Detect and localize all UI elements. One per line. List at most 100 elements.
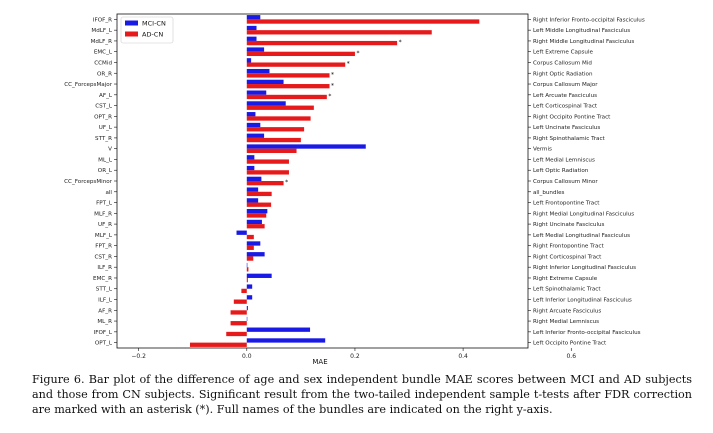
y-label-left: all <box>105 190 112 196</box>
bar-mci-cn-ccmid <box>246 58 252 63</box>
y-label-right: Right Corticospinal Tract <box>533 254 602 260</box>
bar-mci-cn-opt_l <box>246 338 326 343</box>
y-label-right: Vermis <box>533 147 552 153</box>
bar-mci-cn-mdlf_r <box>246 36 257 41</box>
x-axis-ticks: −0.2 0.0 0.2 0.4 0.6 <box>131 348 576 360</box>
y-label-right: Left Uncinate Fasciculus <box>533 125 600 131</box>
y-label-right: Right Arcuate Fasciculus <box>533 308 601 314</box>
bar-ad-cn-stt_r <box>246 137 301 143</box>
bar-mci-cn-emc_l <box>246 47 265 52</box>
y-label-right: Left Inferior Longitudinal Fasciculus <box>533 298 632 304</box>
bar-ad-cn-ilf_l <box>233 299 247 304</box>
y-label-left: MLF_R <box>94 211 112 217</box>
y-label-left: EMC_R <box>93 276 112 282</box>
significance-marker: * <box>347 61 350 68</box>
y-label-left: OPT_L <box>95 341 113 347</box>
significance-marker: * <box>285 179 288 186</box>
bar-ad-cn-ccmid <box>246 62 346 67</box>
legend-label: MCI-CN <box>142 20 166 28</box>
bar-mci-cn-af_l <box>246 90 267 95</box>
significance-marker: * <box>399 39 402 46</box>
x-tick-label: 0.2 <box>350 353 360 360</box>
y-label-left: ML_R <box>97 319 112 325</box>
y-label-left: MLF_L <box>95 233 113 239</box>
bar-ad-cn-or_r <box>246 73 330 78</box>
legend-label: AD-CN <box>142 31 163 39</box>
significance-marker: * <box>356 50 359 57</box>
y-label-left: ILF_L <box>98 298 113 304</box>
bar-mci-cn-uf_l <box>246 122 261 128</box>
bar-mci-cn-stt_l <box>246 284 253 289</box>
y-label-left: IFOF_L <box>94 330 113 336</box>
y-label-right: Left Optic Radiation <box>533 168 589 174</box>
y-label-right: Right Uncinate Fasciculus <box>533 222 605 228</box>
bar-ad-cn-stt_l <box>241 288 247 294</box>
y-label-right: Right Occipito Pontine Tract <box>533 114 611 120</box>
y-label-right: Left Extreme Capsule <box>533 50 594 56</box>
bar-ad-cn-or_l <box>246 170 289 175</box>
x-tick-label: 0.4 <box>458 353 468 360</box>
y-label-left: OR_R <box>97 71 112 77</box>
y-label-left: MdLF_R <box>91 39 113 45</box>
bar-ad-cn-v <box>246 148 297 153</box>
bar-ad-cn-emc_r <box>246 277 248 283</box>
bar-ad-cn-uf_l <box>246 127 305 132</box>
bar-mci-cn-fpt_r <box>246 241 261 246</box>
bar-mci-cn-fpt_l <box>246 198 259 203</box>
y-label-right: Right Medial Lemniscus <box>533 319 599 325</box>
bar-layer: ******* <box>190 15 480 347</box>
y-label-right: Right Optic Radiation <box>533 71 593 77</box>
y-axis-left-labels: IFOF_R MdLF_L MdLF_R EMC_L CCMid OR_R CC_Force… <box>64 17 117 347</box>
bar-ad-cn-cc_forcepsminor <box>246 181 284 186</box>
y-label-right: Right Extreme Capsule <box>533 276 598 282</box>
y-label-right: Left Medial Longitudinal Fasciculus <box>533 233 630 239</box>
legend-swatch <box>125 20 138 26</box>
bar-mci-cn-cc_forcepsminor <box>246 176 262 181</box>
significance-marker: * <box>331 82 334 89</box>
bar-mci-cn-ilf_l <box>246 295 253 300</box>
bar-mci-cn-mdlf_l <box>246 25 257 31</box>
bar-mci-cn-uf_r <box>246 219 262 225</box>
y-label-left: AF_R <box>98 308 112 314</box>
y-label-left: MdLF_L <box>91 28 113 34</box>
bar-ad-cn-mdlf_r <box>246 40 398 46</box>
y-label-right: Right Inferior Fronto-occipital Fascicul… <box>533 17 645 23</box>
y-label-right: all_bundles <box>533 190 565 196</box>
y-label-right: Left Medial Lemniscus <box>533 157 595 163</box>
bar-mci-cn-all <box>246 187 259 192</box>
bar-mci-cn-mlf_l <box>236 230 247 235</box>
bar-ad-cn-mlf_l <box>246 234 254 240</box>
bar-ad-cn-mlf_r <box>246 213 267 218</box>
bar-ad-cn-af_l <box>246 94 327 100</box>
bar-ad-cn-ifof_r <box>246 19 480 24</box>
bar-mci-cn-cst_r <box>246 252 265 257</box>
bar-ad-cn-all <box>246 191 272 197</box>
y-label-right: Right Medial Longitudinal Fasciculus <box>533 211 634 217</box>
y-label-left: CST_R <box>94 254 112 260</box>
y-label-right: Corpus Callosum Minor <box>533 179 598 185</box>
bar-ad-cn-fpt_l <box>246 202 272 207</box>
bar-mci-cn-stt_r <box>246 133 265 138</box>
bar-mci-cn-or_l <box>246 165 255 171</box>
x-tick-label: 0.0 <box>242 353 252 360</box>
y-label-right: Left Frontopontine Tract <box>533 201 600 207</box>
y-label-left: OR_L <box>98 168 113 174</box>
y-label-left: FPT_R <box>95 244 112 250</box>
legend-swatch <box>125 31 138 37</box>
bar-mci-cn-ilf_r <box>246 262 248 268</box>
y-label-right: Left Inferior Fronto-occipital Fasciculu… <box>533 330 641 336</box>
y-label-right: Corpus Callosum Mid <box>533 60 592 66</box>
y-axis-right-labels: Right Inferior Fronto-occipital Fascicul… <box>528 17 645 347</box>
x-axis-label: MAE <box>312 358 327 366</box>
bar-ad-cn-af_r <box>230 310 247 315</box>
y-label-left: V <box>108 147 112 153</box>
bar-ad-cn-ml_l <box>246 159 289 164</box>
bar-ad-cn-cst_l <box>246 105 314 110</box>
y-label-right: Right Frontopontine Tract <box>533 244 605 250</box>
bar-mci-cn-opt_r <box>246 112 256 117</box>
legend: MCI-CN AD-CN <box>120 16 174 44</box>
y-label-left: EMC_L <box>94 50 113 56</box>
bar-ad-cn-cc_forcepsmajor <box>246 84 330 89</box>
y-label-right: Left Middle Longitudinal Fasciculus <box>533 28 630 34</box>
y-label-left: ILF_R <box>97 265 112 271</box>
